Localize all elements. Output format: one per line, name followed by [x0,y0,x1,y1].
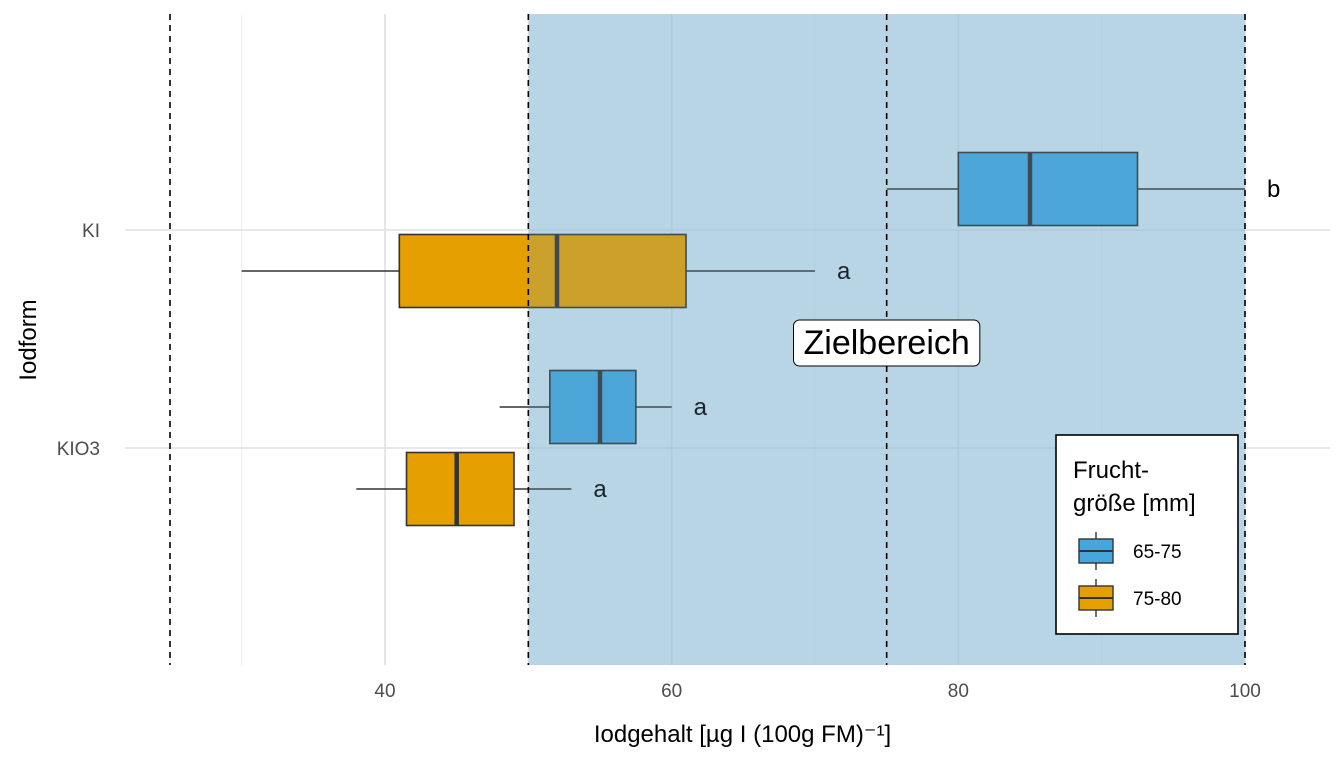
reference-lines [169,14,1246,665]
y-axis-title: Iodform [15,299,42,380]
y-tick-label: KI [82,221,100,242]
x-axis-title: Iodgehalt [µg I (100g FM)⁻¹] [594,721,891,748]
legend-entry-label: 65-75 [1133,542,1182,563]
box-body [398,233,687,309]
legend-key-75-80 [1078,579,1114,617]
target-range-label-box [793,319,981,367]
x-tick-label: 60 [661,681,682,702]
legend-key-65-75 [1078,532,1114,570]
box-body [405,451,515,527]
box-body [957,151,1139,227]
x-tick-label: 40 [374,681,395,702]
legend: Frucht-größe [mm] 65-75 75-80 [1055,434,1239,635]
x-tick-label: 100 [1229,681,1261,702]
boxes [241,151,1245,527]
box-KIO3-65-75 [499,369,672,445]
significance-label: a [593,476,607,503]
y-tick-label: KIO3 [57,439,100,460]
legend-title-line: Frucht- [1073,457,1149,484]
target-range-label: Zielbereich [804,324,970,362]
box-body [549,369,637,445]
significance-label: b [1267,176,1280,203]
box-KI-65-75 [886,151,1245,227]
x-tick-label: 80 [948,681,969,702]
box-KI-75-80 [241,233,815,309]
legend-entry-label: 75-80 [1133,589,1182,610]
significance-label: a [837,258,851,285]
significance-label: a [694,394,708,421]
box-KIO3-75-80 [356,451,572,527]
legend-title-line: größe [mm] [1073,490,1196,517]
